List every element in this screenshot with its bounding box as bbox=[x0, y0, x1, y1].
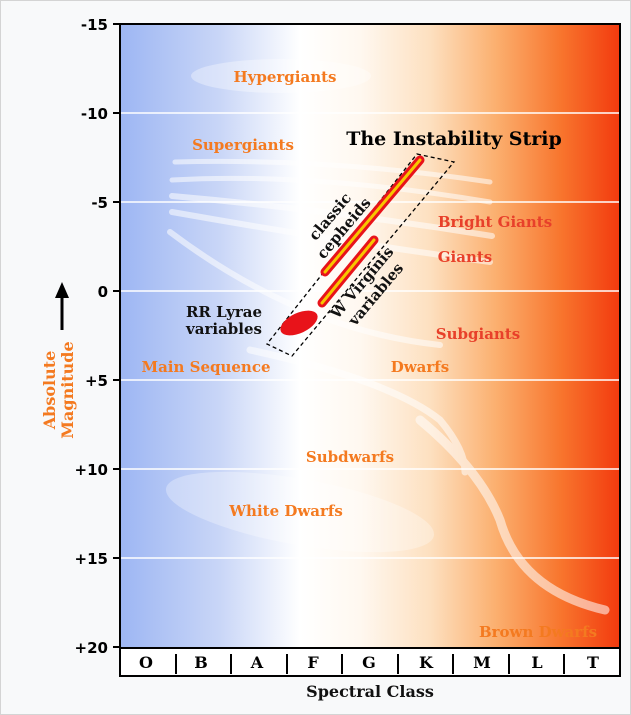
hypergiant-band bbox=[191, 59, 371, 93]
y-axis-title: Absolute Magnitude bbox=[40, 341, 77, 438]
y-tick-label: +10 bbox=[75, 461, 108, 479]
spectral-class-f: F bbox=[307, 653, 319, 672]
x-axis-title: Spectral Class bbox=[306, 682, 434, 701]
label-rr-lyrae-line2: variables bbox=[185, 320, 262, 338]
spectral-class-t: T bbox=[587, 653, 599, 672]
y-tick-label: +20 bbox=[75, 639, 108, 657]
plot-area bbox=[120, 24, 620, 648]
y-tick-label: +5 bbox=[85, 372, 108, 390]
label-subdwarfs: Subdwarfs bbox=[306, 448, 394, 466]
classic-cepheid-core bbox=[323, 158, 422, 274]
label-rr-lyrae-line1: RR Lyrae bbox=[186, 303, 262, 321]
diagram-title: The Instability Strip bbox=[346, 128, 562, 150]
spectral-class-m: M bbox=[473, 653, 491, 672]
svg-text:Absolute: Absolute bbox=[40, 351, 59, 431]
spectral-class-b: B bbox=[194, 653, 208, 672]
luminosity-tracks bbox=[167, 158, 610, 615]
y-tick-label: +15 bbox=[75, 550, 108, 568]
spectral-class-a: A bbox=[250, 653, 264, 672]
instability-strip-box bbox=[265, 153, 456, 357]
white-dwarf-band bbox=[165, 471, 435, 553]
label-hypergiants: Hypergiants bbox=[233, 68, 336, 86]
y-tick-label: 0 bbox=[98, 283, 108, 301]
y-tick-label: -10 bbox=[81, 105, 108, 123]
label-bright-giants: Bright Giants bbox=[438, 213, 552, 231]
label-main-sequence: Main Sequence bbox=[141, 358, 270, 376]
label-brown-dwarfs: Brown Dwarfs bbox=[479, 623, 597, 641]
up-arrow-icon bbox=[55, 282, 69, 330]
label-giants: Giants bbox=[438, 248, 493, 266]
w-virginis-core bbox=[320, 238, 376, 305]
y-tick-label: -5 bbox=[91, 194, 108, 212]
spectral-class-g: G bbox=[362, 653, 376, 672]
rr-lyrae-blob bbox=[280, 310, 318, 336]
y-tick-label: -15 bbox=[81, 16, 108, 34]
spectral-class-o: O bbox=[139, 653, 153, 672]
spectral-class-l: L bbox=[531, 653, 542, 672]
y-tick-marks bbox=[113, 23, 120, 648]
gridlines bbox=[120, 112, 620, 559]
spectral-class-k: K bbox=[419, 653, 434, 672]
spectral-class-bar bbox=[119, 647, 621, 677]
label-supergiants: Supergiants bbox=[192, 136, 294, 154]
label-subgiants: Subgiants bbox=[436, 325, 520, 343]
label-dwarfs: Dwarfs bbox=[391, 358, 449, 376]
svg-text:Magnitude: Magnitude bbox=[58, 341, 77, 438]
label-white-dwarfs: White Dwarfs bbox=[228, 502, 343, 520]
